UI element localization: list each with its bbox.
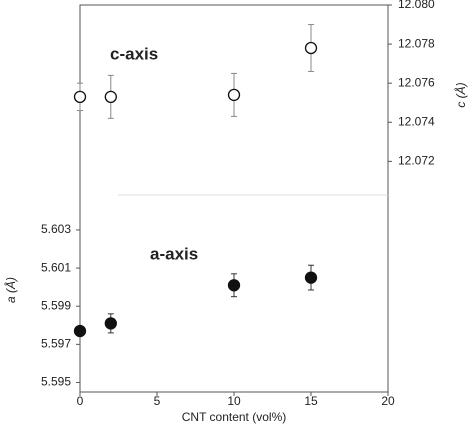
y-axis-title: a (Å): [3, 277, 18, 303]
y2-tick-label: 12.078: [398, 36, 435, 50]
x-tick-label: 20: [381, 394, 395, 408]
x-tick-label: 0: [77, 394, 84, 408]
y2-tick-label: 12.076: [398, 75, 435, 89]
y2-tick-label: 12.074: [398, 114, 435, 128]
point: [104, 90, 117, 104]
point: [304, 41, 318, 55]
x-axis-title: CNT content (vol%): [182, 410, 286, 424]
x-tick-label: 15: [304, 394, 318, 408]
legend-label: a-axis: [150, 244, 198, 263]
point: [227, 88, 241, 102]
point: [304, 271, 318, 284]
point: [73, 324, 87, 338]
y-tick-label: 5.597: [41, 337, 71, 351]
x-tick-label: 10: [227, 394, 241, 408]
legend-label: c-axis: [110, 44, 158, 63]
y-tick-label: 5.595: [41, 375, 71, 389]
y2-axis-title: c (Å): [453, 82, 468, 107]
point: [73, 90, 87, 104]
y-tick-label: 5.601: [41, 260, 71, 274]
y2-tick-label: 12.072: [398, 154, 435, 168]
point: [227, 279, 241, 292]
y-tick-label: 5.603: [41, 222, 71, 236]
y-tick-label: 5.599: [41, 298, 71, 312]
x-tick-label: 5: [154, 394, 161, 408]
point: [104, 317, 117, 330]
y2-tick-label: 12.080: [398, 0, 435, 11]
